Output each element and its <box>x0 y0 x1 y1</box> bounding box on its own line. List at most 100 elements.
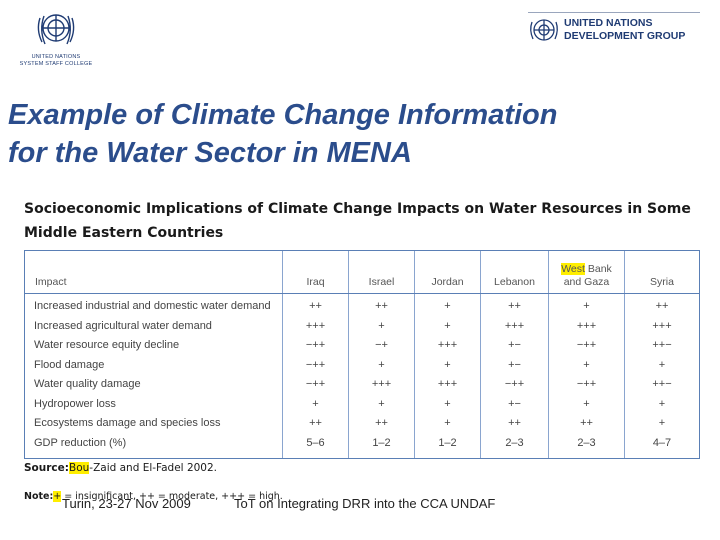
row-label: Increased industrial and domestic water … <box>34 300 271 312</box>
slide-title: Example of Climate Change Information fo… <box>8 96 708 172</box>
table-cell: −++ <box>305 378 326 391</box>
header-and-gaza: and Gaza <box>563 276 610 288</box>
undg-wordmark: UNITED NATIONS DEVELOPMENT GROUP <box>564 17 685 43</box>
slide-title-line2: for the Water Sector in MENA <box>8 137 412 169</box>
figure-title-line1: Socioeconomic Implications of Climate Ch… <box>24 201 691 217</box>
impact-table: Impact Iraq Israel Jordan Lebanon West B… <box>24 250 700 459</box>
table-cell: 1–2 <box>372 436 391 449</box>
row-label: Water quality damage <box>34 378 141 391</box>
header-bank: Bank <box>587 263 612 275</box>
table-cell: −++ <box>504 378 525 391</box>
syria-column: ++ +++ ++− + ++− + + 4–7 <box>625 294 699 458</box>
note-rest: = insignificant, ++ = moderate, +++ = hi… <box>61 491 283 502</box>
lebanon-column: ++ +++ +− +− −++ +− ++ 2–3 <box>481 294 549 458</box>
table-cell: ++− <box>652 339 672 352</box>
table-cell: 2–3 <box>505 436 524 449</box>
row-label: Flood damage <box>34 358 105 371</box>
table-cell: 4–7 <box>652 436 672 449</box>
table-cell: ++ <box>309 417 322 430</box>
table-cell: +++ <box>437 378 458 391</box>
row-label: GDP reduction (%) <box>34 436 127 449</box>
table-cell: ++ <box>309 300 322 312</box>
header-lebanon: Lebanon <box>481 251 549 293</box>
table-cell: +++ <box>371 378 392 391</box>
iraq-column: ++ +++ −++ −++ −++ + ++ 5–6 <box>283 294 349 458</box>
header-impact: Impact <box>25 251 283 293</box>
source-citation: Source:Bou-Zaid and El-Fadel 2002. <box>24 462 217 474</box>
table-cell: 1–2 <box>438 436 457 449</box>
table-cell: ++ <box>375 300 388 312</box>
table-cell: + <box>583 300 590 312</box>
table-cell: +− <box>508 397 521 410</box>
impact-column: Increased industrial and domestic water … <box>25 294 283 458</box>
unssc-caption-line1: UNITED NATIONS <box>31 54 81 60</box>
figure-title: Socioeconomic Implications of Climate Ch… <box>24 197 704 245</box>
row-label: Hydropower loss <box>34 397 116 410</box>
un-emblem-icon <box>37 14 75 45</box>
table-cell: +++ <box>576 319 597 332</box>
undg-logo: UNITED NATIONS DEVELOPMENT GROUP <box>528 12 700 47</box>
source-highlight: Bou <box>68 462 90 474</box>
un-emblem-icon <box>530 19 558 41</box>
table-cell: + <box>312 397 319 410</box>
table-cell: +− <box>508 358 521 371</box>
table-cell: + <box>658 417 666 430</box>
unssc-logo: UNITED NATIONS SYSTEM STAFF COLLEGE <box>10 6 102 76</box>
table-cell: + <box>444 358 451 371</box>
source-rest: -Zaid and El-Fadel 2002. <box>89 462 217 474</box>
row-label: Ecosystems damage and species loss <box>34 417 221 430</box>
table-cell: +++ <box>437 339 458 352</box>
header-jordan: Jordan <box>415 251 481 293</box>
table-cell: + <box>378 397 385 410</box>
table-cell: ++ <box>508 300 521 312</box>
table-cell: −+ <box>375 339 388 352</box>
table-cell: + <box>583 358 590 371</box>
jordan-column: + + +++ + +++ + + 1–2 <box>415 294 481 458</box>
undg-line2: DEVELOPMENT GROUP <box>564 30 686 42</box>
israel-column: ++ + −+ + +++ + ++ 1–2 <box>349 294 415 458</box>
footer-right: ToT on Integrating DRR into the CCA UNDA… <box>234 496 496 511</box>
table-cell: + <box>444 397 451 410</box>
row-label: Water resource equity decline <box>34 339 180 352</box>
table-cell: + <box>378 319 385 332</box>
table-cell: ++ <box>508 417 521 430</box>
figure-title-line2: Middle Eastern Countries <box>24 225 224 241</box>
slide-footer: Turin, 23-27 Nov 2009 ToT on Integrating… <box>62 496 495 511</box>
undg-line1: UNITED NATIONS <box>564 17 653 29</box>
table-cell: ++− <box>652 378 672 391</box>
table-cell: −++ <box>576 378 597 391</box>
slide-title-line1: Example of Climate Change Information <box>8 99 558 131</box>
table-cell: + <box>583 397 590 410</box>
table-header: Impact Iraq Israel Jordan Lebanon West B… <box>25 251 699 294</box>
table-cell: + <box>658 397 666 410</box>
table-cell: + <box>444 300 451 312</box>
header-iraq: Iraq <box>283 251 349 293</box>
table-cell: ++ <box>655 300 669 312</box>
unssc-caption-line2: SYSTEM STAFF COLLEGE <box>19 61 93 67</box>
legend-note: Note:+ = insignificant, ++ = moderate, +… <box>24 491 283 502</box>
header-west-highlight: West <box>561 263 585 275</box>
table-cell: ++ <box>375 417 388 430</box>
west-bank-gaza-column: + +++ −++ + −++ + ++ 2–3 <box>549 294 625 458</box>
table-cell: +++ <box>504 319 525 332</box>
table-cell: +++ <box>305 319 326 332</box>
note-label: Note: <box>24 491 54 502</box>
table-cell: 2–3 <box>577 436 596 449</box>
header-west-bank-gaza: West Bank and Gaza <box>549 251 625 293</box>
table-cell: −++ <box>305 339 326 352</box>
table-cell: +++ <box>652 319 672 332</box>
table-cell: 5–6 <box>306 436 325 449</box>
note-highlight: + <box>53 491 62 502</box>
table-cell: + <box>444 319 451 332</box>
table-cell: + <box>658 358 666 371</box>
header-syria: Syria <box>650 276 674 288</box>
table-cell: + <box>378 358 385 371</box>
table-body: Increased industrial and domestic water … <box>25 294 699 458</box>
row-label: Increased agricultural water demand <box>34 319 212 332</box>
table-cell: ++ <box>580 417 593 430</box>
footer-left: Turin, 23-27 Nov 2009 <box>62 496 191 511</box>
table-cell: −++ <box>576 339 597 352</box>
header-israel: Israel <box>349 251 415 293</box>
source-label: Source: <box>24 462 69 474</box>
table-cell: + <box>444 417 451 430</box>
